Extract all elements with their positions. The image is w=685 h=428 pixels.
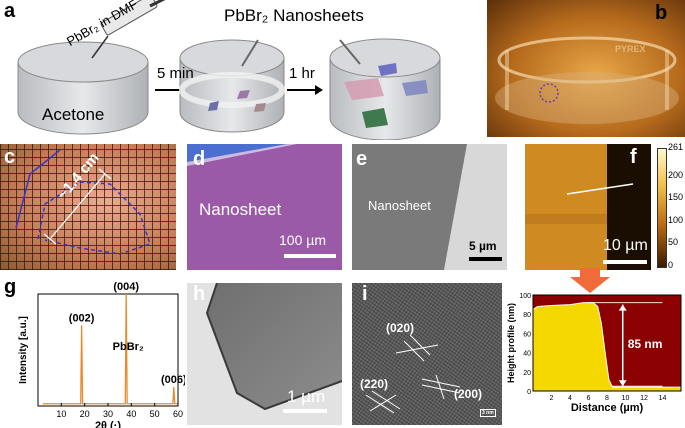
beaker-text: PYREX [615, 44, 646, 54]
panel-f-afm: 10 µm f [525, 144, 651, 270]
x-tick-label: 50 [150, 409, 160, 419]
x-tick-label: 40 [126, 409, 136, 419]
nanosheets-title: PbBr₂ Nanosheets [224, 6, 364, 25]
highlight-circle [539, 83, 559, 103]
dish-1-rim [17, 41, 149, 83]
step-2-time: 1 hr [289, 65, 315, 82]
colorbar-tick: 200 [668, 169, 684, 180]
x-tick-label: 14 [659, 395, 667, 402]
y-tick-label: 80 [523, 312, 531, 319]
tem-image [205, 283, 342, 411]
afm-image [525, 144, 651, 270]
panel-label-h: h [193, 283, 206, 305]
colorbar-tick: 150 [668, 192, 684, 203]
y-axis-label: Intensity [a.u.] [18, 316, 29, 384]
scale-bar-e [469, 257, 502, 261]
x-tick-label: 60 [173, 409, 183, 419]
down-arrow-icon [570, 268, 610, 293]
profile-area [532, 302, 682, 392]
plane-020: (020) [386, 321, 415, 335]
panel-b-photo: PYREX b [487, 0, 685, 137]
x-tick-label: 8 [605, 395, 609, 402]
substrate-region [444, 144, 507, 270]
scale-label-f: 10 µm [603, 237, 648, 254]
arrow-head-bottom [618, 380, 627, 387]
y-axis-label: Height profile (nm) [506, 303, 516, 383]
plot-frame [37, 293, 179, 407]
scale-label-h: 1 µm [287, 387, 326, 406]
x-tick-label: 10 [56, 409, 66, 419]
y-tick-label: 40 [523, 351, 531, 358]
colorbar-tick: 0 [668, 260, 674, 270]
panel-e-micrograph: Nanosheet 5 µm e [352, 144, 507, 270]
x-axis-label: 2θ (·) [95, 420, 121, 428]
panel-c-photo: ~1.4 cm c [0, 144, 176, 270]
scale-label-d: 100 µm [279, 232, 326, 248]
scale-label-i: 3 nm [480, 409, 496, 417]
colorbar-tick: 261 [668, 142, 684, 152]
panel-label-a: a [4, 0, 16, 22]
y-tick-label: 20 [523, 370, 531, 377]
nanosheet-region [187, 144, 342, 270]
syringe-icon [91, 0, 166, 59]
colorbar-tick: 50 [668, 237, 679, 248]
acetone-label: Acetone [42, 105, 105, 124]
panel-label-e: e [356, 148, 368, 170]
panel-a-schematic [17, 0, 441, 140]
height-annotation: 85 nm [628, 337, 663, 351]
height-profile-chart: 85 nm 2 4 6 8 10 12 14 0 20 40 60 80 100 Distance (µm)… [506, 293, 682, 414]
pointer-arrow-2 [339, 39, 361, 65]
step-1-time: 5 min [157, 65, 194, 82]
x-tick-label: 6 [587, 395, 591, 402]
x-tick-label: 20 [80, 409, 90, 419]
y-tick-label: 0 [527, 389, 531, 396]
panel-i-hrtem: (020) (220) (200) 3 nm i [352, 283, 502, 425]
sheet-outline [15, 149, 151, 255]
y-tick-label: 60 [523, 331, 531, 338]
scale-bar-h [283, 409, 327, 413]
nanosheet-label-e: Nanosheet [368, 198, 431, 213]
x-tick-label: 2 [550, 395, 554, 402]
x-tick-label: 10 [622, 395, 630, 402]
panel-d-micrograph: Nanosheet 100 µm d [187, 144, 342, 270]
colorbar [657, 148, 667, 268]
afm-profile-line [566, 183, 634, 195]
xrd-series-line [42, 293, 178, 405]
panel-label-f: f [630, 146, 637, 168]
y-tick-label: 100 [519, 293, 531, 300]
chart-title: PbBr₂ [113, 341, 144, 353]
peak-label: (002) [69, 312, 95, 324]
scale-bar-d [284, 254, 336, 258]
xrd-chart: (002) (004) (006) 10 20 30 40 50 60 2θ (·) Intensi… [18, 281, 185, 428]
dish-1 [17, 62, 149, 135]
nanosheet-label-d: Nanosheet [199, 200, 282, 219]
panel-h-tem: 1 µm h [187, 283, 342, 425]
pointer-arrow-1 [241, 39, 259, 67]
panel-label-g: g [4, 276, 17, 298]
x-tick-label: 4 [568, 395, 572, 402]
panel-label-d: d [193, 148, 206, 170]
x-tick-label: 12 [640, 395, 648, 402]
panel-label-c: c [4, 146, 16, 168]
plane-200: (200) [454, 387, 483, 401]
panel-label-b: b [655, 2, 668, 24]
dish-3 [329, 58, 441, 140]
beaker-drawing [495, 36, 679, 124]
peak-label: (004) [113, 281, 139, 293]
x-axis-label: Distance (µm) [571, 402, 644, 414]
scale-label-e: 5 µm [469, 239, 497, 253]
plane-220: (220) [360, 377, 389, 391]
scale-bar-f [603, 260, 647, 264]
panel-label-i: i [362, 283, 368, 305]
arrow-head-top [618, 304, 627, 311]
peak-label: (006) [161, 374, 185, 386]
lattice-markers [365, 334, 461, 414]
plot-frame [532, 294, 682, 392]
x-tick-label: 30 [103, 409, 113, 419]
colorbar-tick: 100 [668, 214, 684, 225]
